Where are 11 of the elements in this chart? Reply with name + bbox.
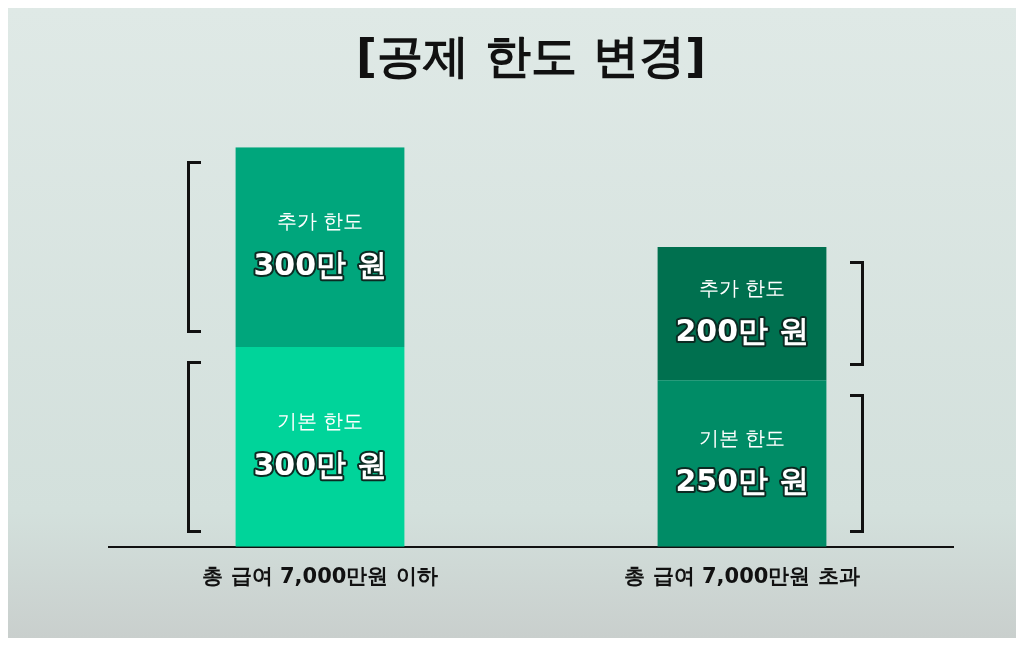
data-label: 250만 원 bbox=[675, 463, 809, 499]
data-label: 200만 원 bbox=[675, 313, 809, 349]
series-label: 기본 한도 bbox=[276, 409, 364, 434]
text: 기본 한도 bbox=[698, 425, 786, 450]
chart-title: [공제 한도 변경] bbox=[355, 28, 707, 83]
data-label: 300만 원 bbox=[253, 246, 387, 282]
series-label: 추가 한도 bbox=[698, 275, 786, 300]
data-label: 300만 원 bbox=[253, 446, 387, 482]
text: 추가 한도 bbox=[276, 209, 364, 234]
x-tick-label: 총 급여 7,000만원 이하 bbox=[202, 563, 438, 588]
x-tick-label: 총 급여 7,000만원 초과 bbox=[624, 563, 860, 588]
